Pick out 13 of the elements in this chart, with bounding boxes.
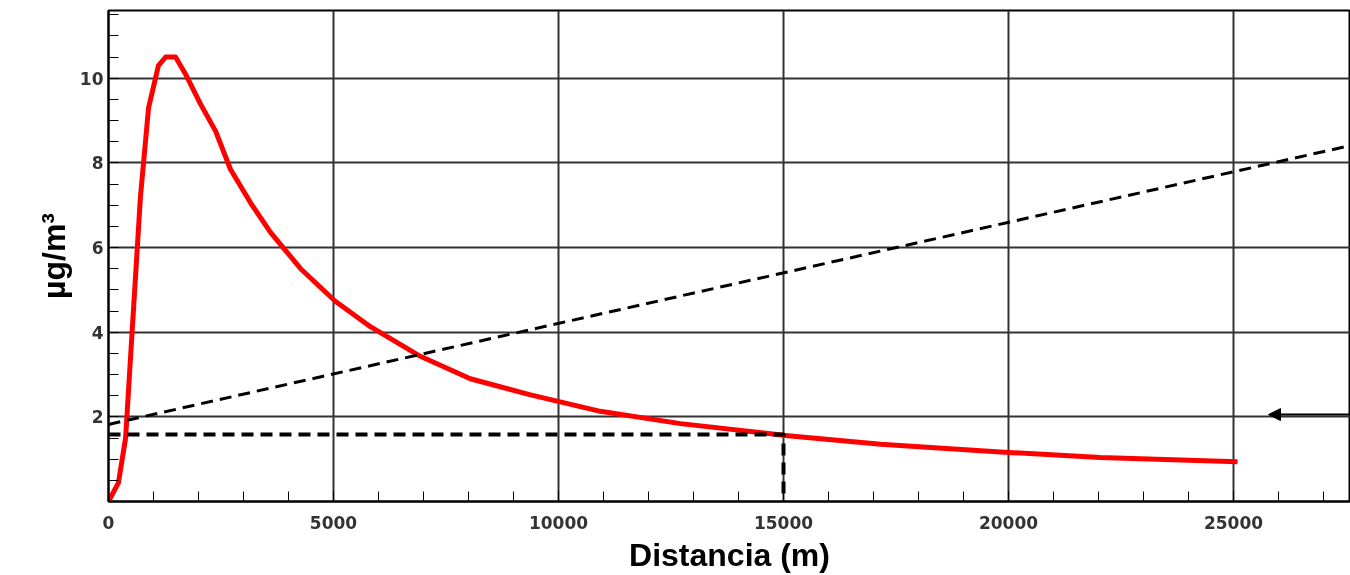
x-axis-title: Distancia (m) — [629, 536, 830, 573]
y-tick-label: 2 — [91, 407, 104, 428]
y-axis-title: µg/m³ — [35, 213, 72, 299]
x-tick-label: 25000 — [1203, 512, 1264, 533]
y-tick-label: 6 — [91, 238, 104, 259]
x-tick-label: 15000 — [753, 512, 814, 533]
x-tick-label: 10000 — [528, 512, 589, 533]
x-tick-label: 5000 — [309, 512, 358, 533]
x-tick-label: 0 — [102, 512, 115, 533]
y-tick-label: 4 — [91, 322, 104, 343]
y-tick-label: 10 — [79, 68, 104, 89]
y-tick-label: 8 — [91, 153, 104, 174]
x-tick-label: 20000 — [978, 512, 1039, 533]
